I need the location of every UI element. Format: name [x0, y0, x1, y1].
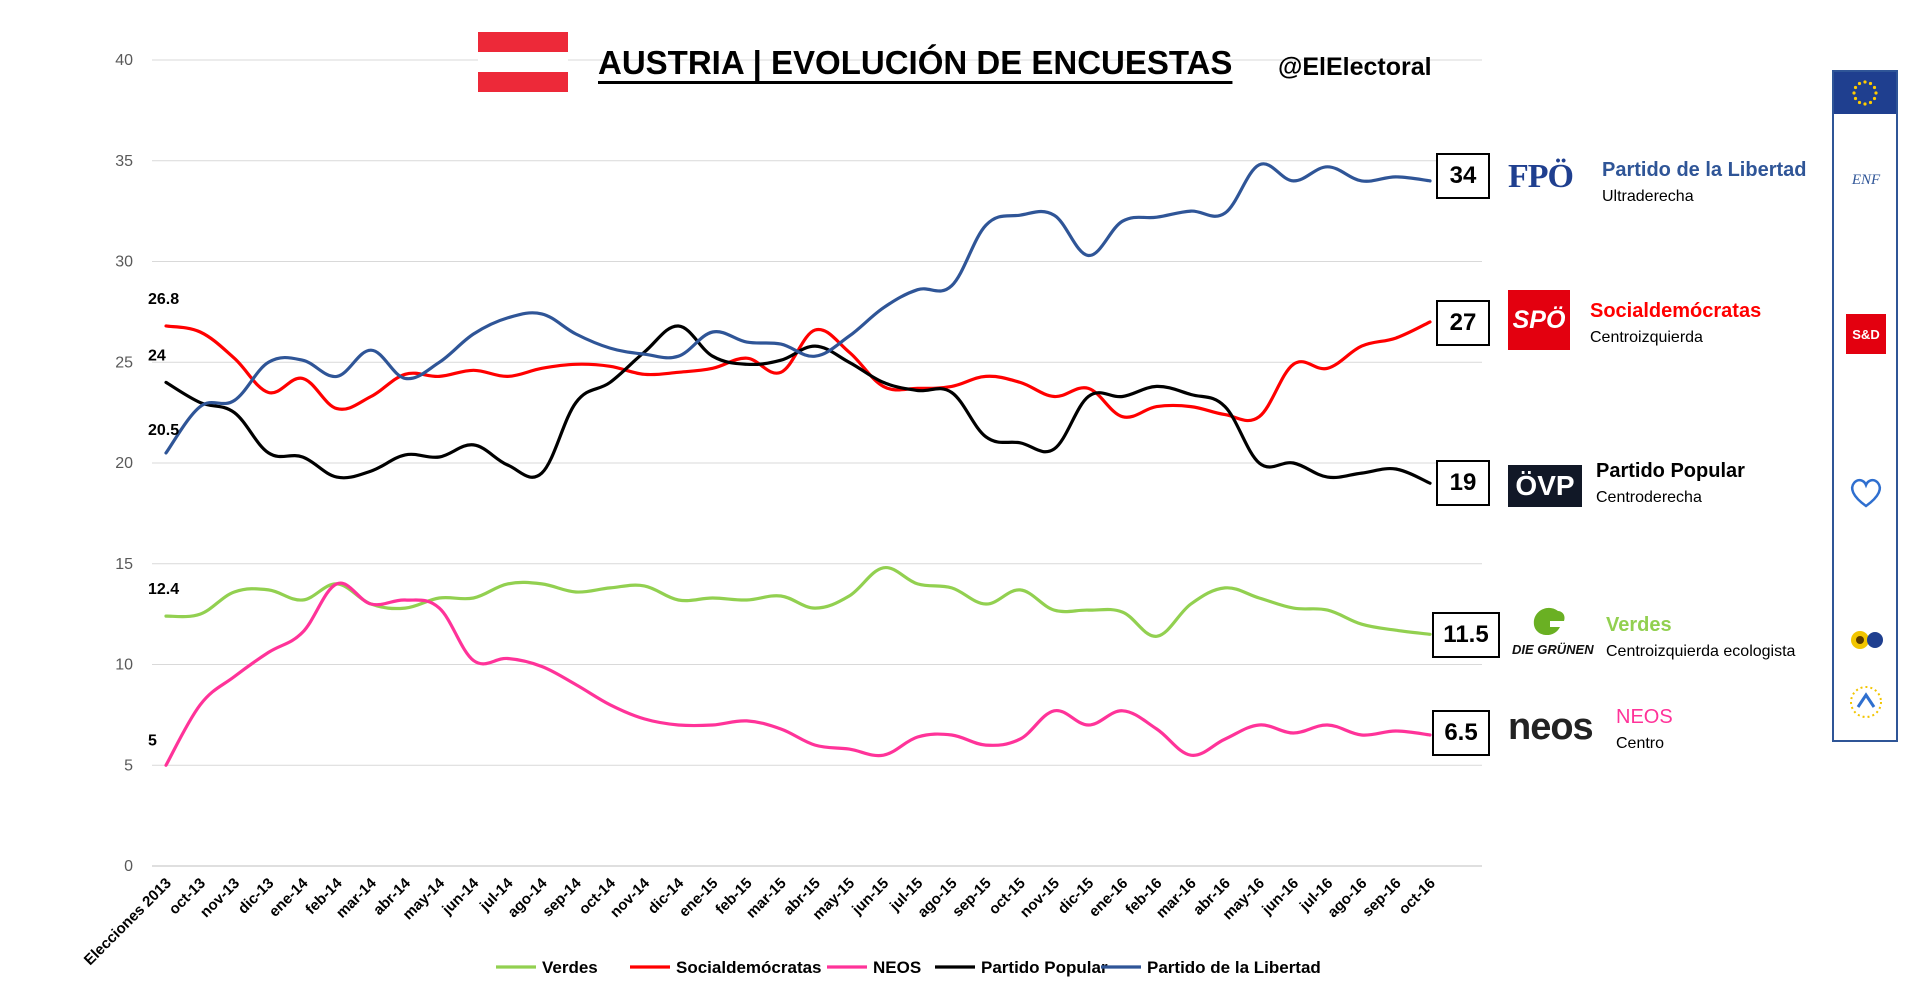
start-label-neos: 5: [148, 732, 157, 749]
ovp-logo-icon: ÖVP: [1508, 465, 1582, 507]
gru-current-value: 11.5: [1432, 612, 1500, 658]
y-tick-label: 0: [124, 858, 133, 875]
fpo-name: Partido de la Libertad: [1602, 159, 1807, 181]
series-lines: [164, 162, 1432, 767]
eu-groups-sidebar: ENF S&D: [1832, 70, 1898, 742]
legend-label-partido-popular: Partido Popular: [981, 958, 1108, 977]
spo-ideology: Centroizquierda: [1590, 329, 1703, 346]
y-tick-label: 40: [115, 52, 133, 69]
x-tick-label: oct-16: [1396, 875, 1439, 918]
neos-current-value: 6.5: [1432, 710, 1490, 756]
y-tick-label: 30: [115, 254, 133, 271]
start-label-socialdemocratas: 26.8: [148, 291, 179, 308]
gruene-leaf-icon: [1533, 607, 1565, 636]
legend: Verdes Socialdemócratas NEOS Partido Popula…: [496, 958, 1321, 977]
x-tick-label: Elecciones 2013: [81, 875, 175, 969]
x-tick-label: jun-15: [848, 875, 892, 919]
flag-stripe-middle: [478, 52, 568, 72]
enf-logo-icon: ENF: [1851, 171, 1881, 188]
greens-efa-logo-icon: [1846, 620, 1886, 660]
flag-stripe-top: [478, 32, 568, 52]
legend-label-socialdemocratas: Socialdemócratas: [676, 958, 822, 977]
legend-label-neos: NEOS: [873, 958, 921, 977]
y-tick-label: 5: [124, 757, 133, 774]
y-axis-tick-labels: 0 5 10 15 20 25 30 35 40: [115, 52, 133, 875]
x-tick-label: sep-14: [539, 874, 585, 920]
chart-title: AUSTRIA | EVOLUCIÓN DE ENCUESTAS: [598, 44, 1233, 81]
s-and-d-logo-icon: S&D: [1846, 314, 1886, 354]
spo-name: Socialdemócratas: [1590, 300, 1762, 322]
y-tick-label: 20: [115, 455, 133, 472]
gruene-logo-text: DIE GRÜNEN: [1512, 642, 1594, 657]
ovp-current-value: 19: [1436, 460, 1490, 506]
series-line-partido-de-la-libertad: [164, 162, 1432, 455]
x-tick-label: jun-16: [1258, 875, 1302, 919]
eu-flag-icon: [1834, 72, 1896, 114]
fpo-ideology: Ultraderecha: [1602, 188, 1694, 205]
legend-label-verdes: Verdes: [542, 958, 598, 977]
legend-label-partido-de-la-libertad: Partido de la Libertad: [1147, 958, 1321, 977]
y-tick-label: 10: [115, 657, 133, 674]
ovp-ideology: Centroderecha: [1596, 489, 1702, 506]
x-tick-label: jun-14: [438, 874, 482, 918]
series-line-socialdemocratas: [164, 320, 1432, 423]
y-tick-label: 35: [115, 153, 133, 170]
x-axis-tick-labels: Elecciones 2013oct-13nov-13dic-13ene-14f…: [81, 874, 1439, 968]
author-handle: @ElElectoral: [1278, 53, 1432, 81]
x-tick-label: sep-16: [1359, 875, 1405, 921]
gridlines: [152, 59, 1482, 867]
y-tick-label: 25: [115, 354, 133, 371]
start-label-partido-popular: 24: [148, 347, 166, 364]
alde-logo-icon: [1846, 682, 1886, 722]
austria-flag-icon: [478, 32, 568, 92]
fpo-logo-icon: FPÖ: [1508, 158, 1574, 195]
x-tick-label: ene-15: [676, 875, 722, 921]
series-line-neos: [164, 581, 1432, 767]
neos-logo-icon: neos: [1508, 706, 1594, 748]
x-tick-label: nov-14: [607, 874, 654, 921]
spo-current-value: 27: [1436, 300, 1490, 346]
start-label-verdes: 12.4: [148, 581, 179, 598]
ovp-name: Partido Popular: [1596, 460, 1745, 482]
epp-heart-icon: [1846, 472, 1886, 512]
spo-logo-icon: SPÖ: [1508, 290, 1570, 350]
gru-ideology: Centroizquierda ecologista: [1606, 643, 1796, 660]
fpo-current-value: 34: [1436, 153, 1490, 199]
x-tick-label: ene-14: [266, 874, 312, 920]
flag-stripe-bottom: [478, 72, 568, 92]
series-line-verdes: [164, 566, 1432, 638]
x-tick-label: sep-15: [949, 875, 995, 921]
start-value-labels: 12.4 26.8 5 24 20.5: [148, 291, 179, 749]
y-tick-label: 15: [115, 556, 133, 573]
neos-name: NEOS: [1616, 706, 1673, 728]
x-tick-label: ene-16: [1086, 875, 1132, 921]
start-label-partido-de-la-libertad: 20.5: [148, 422, 179, 439]
gru-name: Verdes: [1606, 614, 1672, 636]
neos-ideology: Centro: [1616, 735, 1665, 752]
